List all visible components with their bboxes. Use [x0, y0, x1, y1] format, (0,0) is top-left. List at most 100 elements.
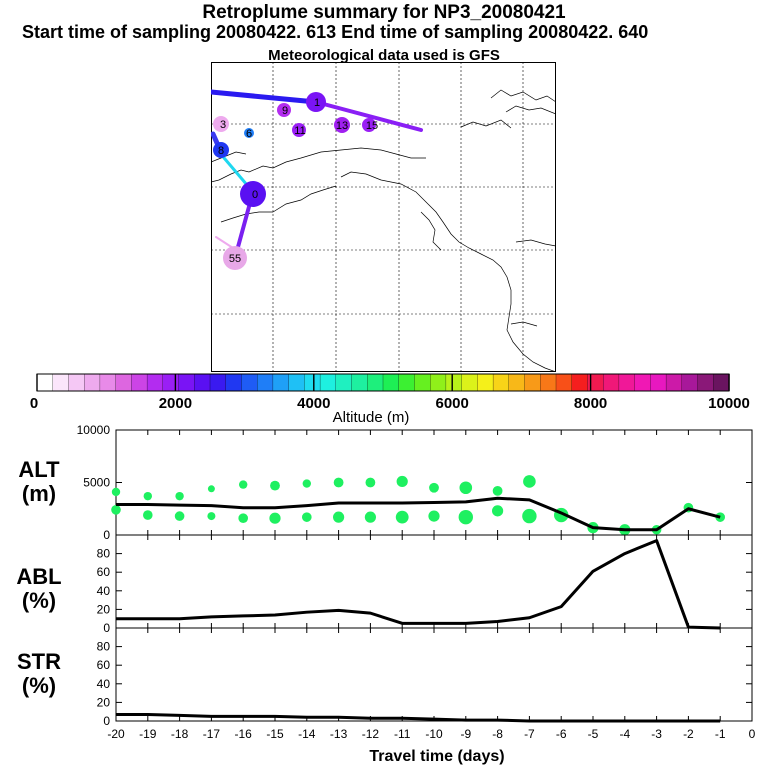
str-panel-label: STR (%) [17, 649, 61, 698]
colorbar-cell [681, 373, 699, 392]
map-point [213, 116, 229, 132]
map-point-label: 3 [220, 119, 226, 131]
colorbar-cell [131, 373, 148, 392]
map-point-label: 13 [336, 120, 348, 132]
x-tick-label: -4 [619, 727, 630, 741]
colorbar-tick-label: 8000 [574, 395, 607, 412]
map-point-label: 11 [294, 125, 305, 137]
map-point [213, 142, 229, 158]
colorbar-cell [650, 373, 667, 392]
colorbar-cell [225, 373, 243, 392]
colorbar-cell [461, 373, 479, 392]
colorbar-cell [52, 373, 70, 392]
colorbar-cell [257, 373, 274, 392]
x-tick-label: -17 [203, 727, 221, 741]
map-gridlines [211, 62, 556, 372]
colorbar-cell [713, 373, 730, 392]
altitude-dot-lower [428, 510, 440, 522]
y-tick-label: 40 [97, 677, 111, 691]
colorbar-cell [430, 373, 447, 392]
met-data-line: Meteorological data used is GFS [268, 47, 500, 64]
colorbar-cell [272, 373, 290, 392]
altitude-dot-lower [269, 512, 281, 524]
colorbar-cell [351, 373, 368, 392]
altitude-dot-lower [143, 510, 153, 520]
altitude-dot-lower [715, 512, 725, 522]
colorbar-cell [84, 373, 101, 392]
x-tick-label: -12 [362, 727, 380, 741]
colorbar-cell [414, 373, 431, 392]
colorbar-cell [477, 373, 494, 392]
altitude-dot-upper [143, 491, 152, 501]
altitude-dot-lower [111, 505, 121, 515]
x-tick-label: -19 [139, 727, 157, 741]
altitude-colorbar: 0 2000 4000 6000 8000 10000 Altitude (m) [30, 373, 750, 426]
altitude-dot-lower [522, 508, 537, 524]
colorbar-cell [288, 373, 306, 392]
colorbar-cell [398, 373, 416, 392]
altitude-dot-upper [111, 487, 121, 497]
altitude-dot-upper [429, 482, 439, 493]
map-point [292, 123, 306, 137]
colorbar-cell [146, 373, 164, 392]
colorbar-tick-label: 4000 [297, 395, 330, 412]
colorbar-cell [319, 373, 337, 392]
map-point [240, 181, 266, 207]
colorbar-cell [382, 373, 400, 392]
x-tick-label: -8 [492, 727, 503, 741]
colorbar-cell [540, 373, 557, 392]
colorbar-cell [603, 373, 620, 392]
map-point [306, 92, 326, 112]
altitude-dot-lower [174, 511, 185, 521]
map-point [362, 118, 376, 132]
colorbar-tick-label: 0 [30, 395, 38, 412]
altitude-dot-upper [270, 480, 280, 491]
trajectory-points [213, 92, 376, 270]
x-axis-label: Travel time (days) [369, 748, 504, 765]
altitude-dot-lower [333, 511, 345, 523]
panel-frame [115, 627, 753, 722]
series-line [116, 712, 721, 723]
colorbar-cell [508, 373, 526, 392]
altitude-dot-upper [396, 475, 408, 488]
abl-panel-label: ABL (%) [16, 564, 62, 613]
colorbar-cell [99, 373, 117, 392]
x-tick-label: -13 [330, 727, 348, 741]
x-tick-label: -20 [107, 727, 125, 741]
colorbar-cell [115, 373, 133, 392]
altitude-dot-upper [302, 479, 311, 488]
series-line [116, 539, 721, 630]
y-tick-label: 20 [97, 695, 111, 709]
x-tick-label: 0 [749, 727, 756, 741]
trajectory-map: 1 9 3 15 13 11 6 8 0 55 [211, 62, 556, 372]
y-tick-label: 60 [97, 658, 111, 672]
x-tick-label: -5 [588, 727, 599, 741]
colorbar-cell [587, 373, 604, 392]
colorbar-cell [194, 373, 211, 392]
map-point-label: 6 [246, 128, 252, 140]
map-point-label: 15 [366, 120, 378, 132]
altitude-dot-lower [458, 509, 473, 525]
trajectory-labels: 1 9 3 15 13 11 6 8 0 55 [218, 97, 378, 265]
colorbar-cell [665, 373, 683, 392]
x-tick-label: -2 [683, 727, 694, 741]
colorbar-cell [445, 373, 463, 392]
y-tick-label: 80 [97, 640, 111, 654]
colorbar-cell [524, 373, 541, 392]
altitude-dot-lower [395, 510, 409, 524]
colorbar-cell [697, 373, 714, 392]
y-tick-label: 10000 [77, 425, 111, 437]
colorbar-ticks: 0 2000 4000 6000 8000 10000 [30, 374, 750, 412]
sampling-time-line: Start time of sampling 20080422. 613 End… [22, 22, 649, 42]
x-tick-label: -6 [556, 727, 567, 741]
panel-alt: 0 5000 10000 [77, 425, 753, 542]
map-point-label: 8 [218, 145, 224, 157]
altitude-dot-lower [364, 511, 376, 523]
colorbar-cell [68, 373, 85, 392]
colorbar-cell [335, 373, 353, 392]
colorbar-label: Altitude (m) [333, 409, 410, 426]
map-point-label: 0 [252, 189, 258, 201]
colorbar-cell [634, 373, 652, 392]
x-tick-label: -7 [524, 727, 535, 741]
